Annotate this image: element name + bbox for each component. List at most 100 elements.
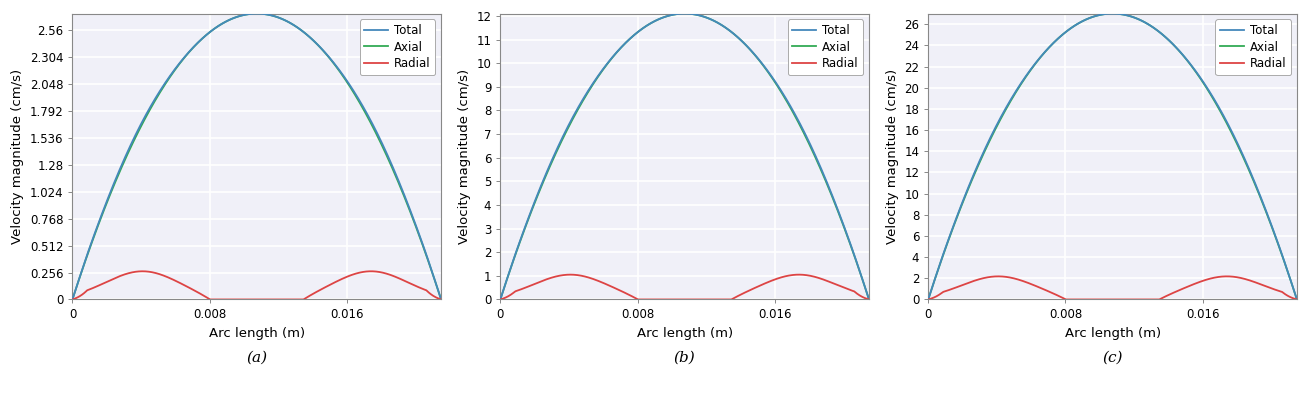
- Line: Axial: Axial: [929, 14, 1298, 300]
- Axial: [642, 22, 658, 26]
- Total: [676, 11, 692, 16]
- Radial: [352, 270, 368, 275]
- Axial: [213, 22, 229, 26]
- Total: [1083, 15, 1099, 20]
- Axial: [1215, 113, 1231, 118]
- Total: [655, 15, 671, 20]
- Radial: [957, 281, 973, 286]
- Axial: [1104, 11, 1120, 16]
- Axial: [249, 11, 264, 16]
- Legend: Total, Axial, Radial: Total, Axial, Radial: [360, 20, 436, 75]
- Axial: [1173, 52, 1189, 56]
- Total: [787, 112, 803, 116]
- Radial: [1083, 297, 1099, 302]
- Total: [352, 100, 368, 104]
- Radial: [562, 272, 578, 277]
- Axial: [318, 52, 334, 56]
- Radial: [1215, 274, 1231, 279]
- Radial: [102, 278, 118, 283]
- Line: Total: Total: [501, 14, 869, 300]
- Radial: [530, 280, 545, 285]
- Axial: [493, 297, 509, 302]
- Total: [64, 297, 80, 302]
- Axial: [655, 15, 671, 20]
- Line: Radial: Radial: [72, 271, 441, 300]
- Total: [1209, 100, 1224, 105]
- Axial: [781, 101, 797, 106]
- X-axis label: Arc length (m): Arc length (m): [637, 327, 732, 340]
- Axial: [530, 192, 545, 197]
- Total: [1215, 112, 1231, 117]
- Axial: [746, 52, 761, 56]
- Line: Axial: Axial: [501, 14, 869, 300]
- X-axis label: Arc length (m): Arc length (m): [1065, 327, 1160, 340]
- Radial: [215, 297, 230, 302]
- Line: Total: Total: [72, 14, 441, 300]
- Total: [249, 11, 264, 16]
- Axial: [1083, 15, 1099, 20]
- Axial: [433, 297, 449, 302]
- Total: [1104, 11, 1120, 16]
- Radial: [1290, 297, 1305, 302]
- Total: [1290, 297, 1305, 302]
- Total: [213, 22, 229, 26]
- Legend: Total, Axial, Radial: Total, Axial, Radial: [1215, 20, 1291, 75]
- Total: [746, 51, 761, 56]
- Total: [781, 100, 797, 105]
- Axial: [921, 297, 937, 302]
- Radial: [433, 297, 449, 302]
- Radial: [135, 269, 150, 274]
- Axial: [1070, 22, 1086, 26]
- Axial: [676, 11, 692, 16]
- Radial: [921, 297, 937, 302]
- Axial: [787, 113, 803, 118]
- Total: [433, 297, 449, 302]
- Axial: [360, 113, 375, 118]
- Text: (b): (b): [674, 351, 696, 365]
- Total: [1173, 51, 1189, 56]
- Total: [102, 190, 118, 195]
- Total: [228, 15, 243, 20]
- Text: (c): (c): [1103, 351, 1122, 365]
- Axial: [228, 15, 243, 20]
- Total: [861, 297, 876, 302]
- Radial: [228, 297, 243, 302]
- Total: [642, 22, 658, 26]
- Text: (a): (a): [246, 351, 267, 365]
- Total: [1070, 22, 1086, 26]
- Y-axis label: Velocity magnitude (cm/s): Velocity magnitude (cm/s): [886, 69, 899, 244]
- Total: [957, 191, 973, 196]
- Radial: [318, 284, 334, 289]
- Total: [360, 111, 375, 116]
- Radial: [642, 297, 658, 302]
- Line: Radial: Radial: [929, 276, 1298, 300]
- Radial: [787, 272, 803, 277]
- X-axis label: Arc length (m): Arc length (m): [209, 327, 305, 340]
- Radial: [746, 286, 761, 291]
- Y-axis label: Velocity magnitude (cm/s): Velocity magnitude (cm/s): [10, 69, 24, 244]
- Legend: Total, Axial, Radial: Total, Axial, Radial: [787, 20, 863, 75]
- Radial: [781, 273, 797, 278]
- Radial: [493, 297, 509, 302]
- Radial: [64, 297, 80, 302]
- Radial: [655, 297, 671, 302]
- Axial: [352, 101, 368, 106]
- Total: [493, 297, 509, 302]
- Radial: [1070, 297, 1086, 302]
- Radial: [990, 274, 1006, 279]
- Axial: [1290, 297, 1305, 302]
- Axial: [861, 297, 876, 302]
- Radial: [1173, 287, 1189, 292]
- Radial: [861, 297, 876, 302]
- Radial: [360, 269, 375, 274]
- Axial: [102, 192, 118, 197]
- Line: Total: Total: [929, 14, 1298, 300]
- Axial: [957, 192, 973, 197]
- Y-axis label: Velocity magnitude (cm/s): Velocity magnitude (cm/s): [458, 69, 471, 244]
- Total: [921, 297, 937, 302]
- Line: Axial: Axial: [72, 14, 441, 300]
- Total: [530, 191, 545, 196]
- Line: Radial: Radial: [501, 275, 869, 300]
- Radial: [1209, 275, 1224, 280]
- Axial: [1209, 101, 1224, 106]
